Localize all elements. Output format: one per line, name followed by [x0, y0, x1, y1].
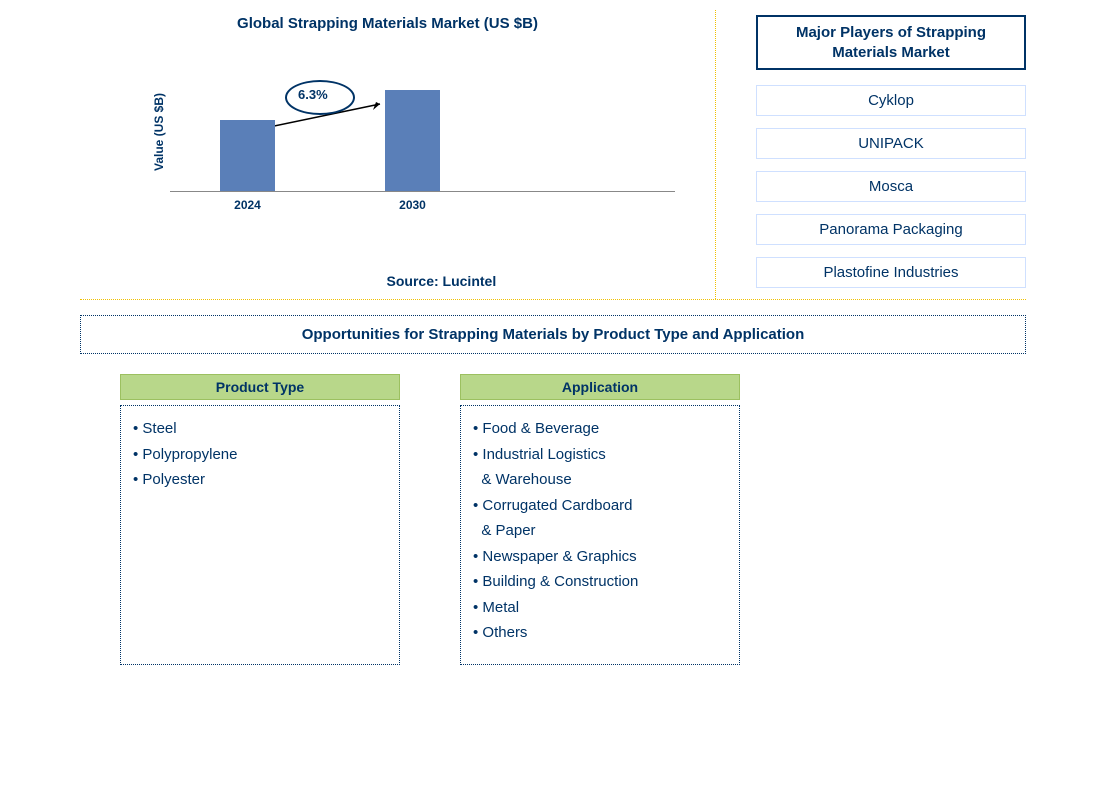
player-item: Plastofine Industries: [756, 257, 1026, 288]
chart-bar: [385, 90, 440, 191]
x-axis-label: 2024: [220, 198, 275, 212]
opportunities-section: Opportunities for Strapping Materials by…: [80, 300, 1026, 665]
opportunities-title: Opportunities for Strapping Materials by…: [80, 315, 1026, 354]
chart-title: Global Strapping Materials Market (US $B…: [80, 15, 695, 32]
list-item: • Others: [473, 620, 727, 646]
bar-chart: Value (US $B) 6.3% 20242030: [160, 52, 675, 212]
product-type-body: • Steel• Polypropylene• Polyester: [120, 405, 400, 665]
chart-panel: Global Strapping Materials Market (US $B…: [80, 10, 716, 299]
list-item: • Food & Beverage: [473, 416, 727, 442]
y-axis-label: Value (US $B): [152, 93, 166, 171]
list-item: • Newspaper & Graphics: [473, 544, 727, 570]
list-item: • Building & Construction: [473, 569, 727, 595]
list-item: • Metal: [473, 595, 727, 621]
player-item: Mosca: [756, 171, 1026, 202]
list-item: • Steel: [133, 416, 387, 442]
player-item: Cyklop: [756, 85, 1026, 116]
players-title: Major Players of Strapping Materials Mar…: [756, 15, 1026, 70]
chart-bar: [220, 120, 275, 192]
application-body: • Food & Beverage• Industrial Logistics …: [460, 405, 740, 665]
growth-rate-label: 6.3%: [298, 87, 328, 102]
list-item: & Warehouse: [473, 467, 727, 493]
chart-plot-area: 6.3%: [170, 62, 675, 192]
list-item: & Paper: [473, 518, 727, 544]
list-item: • Corrugated Cardboard: [473, 493, 727, 519]
player-item: UNIPACK: [756, 128, 1026, 159]
source-attribution: Source: Lucintel: [387, 273, 497, 289]
list-item: • Industrial Logistics: [473, 442, 727, 468]
players-list: Cyklop UNIPACK Mosca Panorama Packaging Plas…: [756, 85, 1026, 288]
list-item: • Polypropylene: [133, 442, 387, 468]
source-name: Lucintel: [443, 273, 497, 289]
major-players-panel: Major Players of Strapping Materials Mar…: [716, 10, 1026, 299]
list-item: • Polyester: [133, 467, 387, 493]
application-column: Application • Food & Beverage• Industria…: [460, 374, 740, 665]
product-type-column: Product Type • Steel• Polypropylene• Pol…: [120, 374, 400, 665]
product-type-header: Product Type: [120, 374, 400, 400]
x-axis-label: 2030: [385, 198, 440, 212]
opportunity-columns: Product Type • Steel• Polypropylene• Pol…: [80, 374, 1026, 665]
top-section: Global Strapping Materials Market (US $B…: [80, 10, 1026, 300]
player-item: Panorama Packaging: [756, 214, 1026, 245]
source-prefix: Source:: [387, 273, 443, 289]
application-header: Application: [460, 374, 740, 400]
